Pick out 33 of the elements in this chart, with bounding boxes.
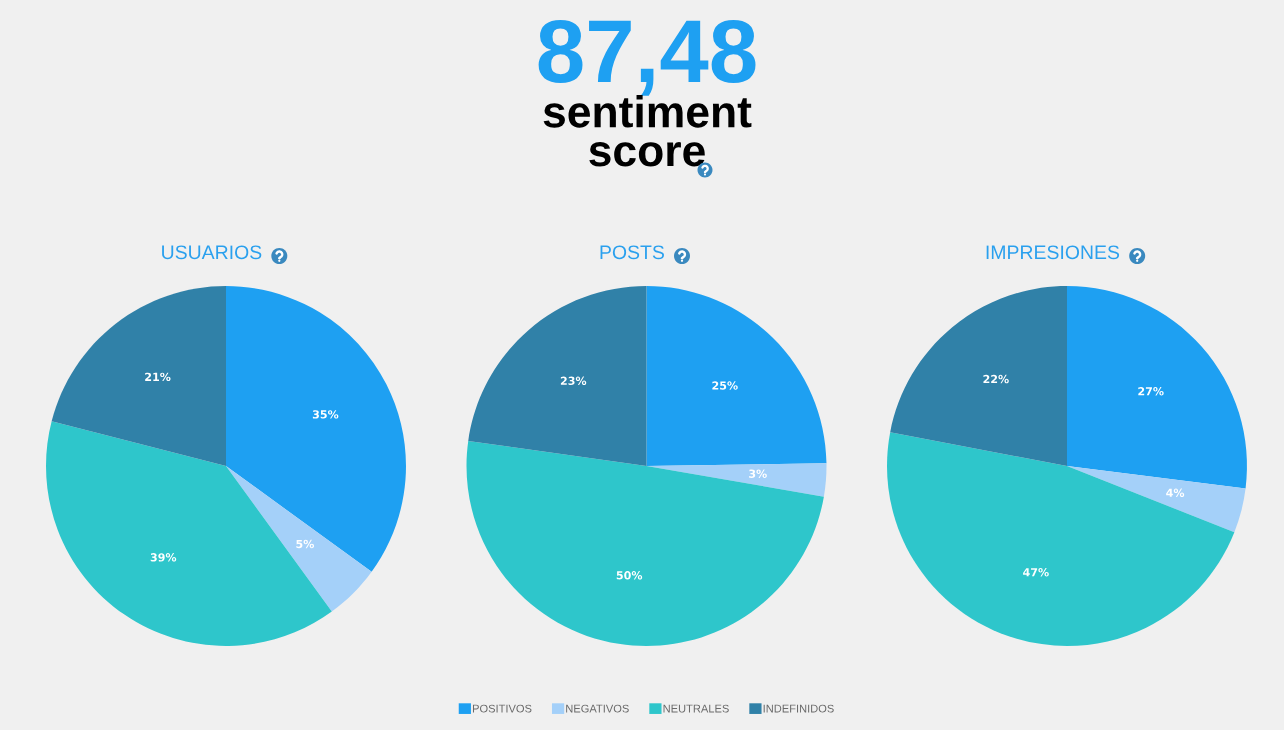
legend-label: NEUTRALES [663,704,729,713]
data-label: 50% [616,571,643,580]
data-label: 22% [983,374,1009,384]
data-label: 35% [312,410,339,419]
chart-title: IMPRESIONES [986,245,1120,260]
pie-slice [1067,286,1247,489]
data-label: 39% [150,553,177,562]
data-label: 23% [560,376,587,385]
legend-label: POSITIVOS [472,704,532,713]
data-label: 27% [1138,387,1164,396]
pie-slice [226,286,406,572]
data-label: 21% [145,372,171,382]
pie-slice [646,286,827,466]
data-label: 47% [1023,567,1049,577]
data-label: 5% [296,539,314,549]
pie-slice [468,286,647,466]
chart-title: POSTS [600,245,664,260]
pie-slice [466,440,824,646]
text: sentiment score [543,95,752,167]
pie-slice [887,432,1235,646]
text: 87,48 [538,19,756,96]
data-label: 4% [1166,488,1185,497]
legend-label: INDEFINIDOS [763,704,834,713]
legend-label: NEGATIVOS [566,704,629,713]
pie-slice [46,421,332,646]
pie-slice [226,466,372,612]
pie-slice [890,286,1067,466]
data-label: 25% [712,381,738,390]
pie-slice [646,463,827,497]
data-label: 3% [749,469,767,478]
chart-title: USUARIOS [162,245,262,260]
pie-slice [51,286,226,466]
pie-slice [1067,466,1246,533]
